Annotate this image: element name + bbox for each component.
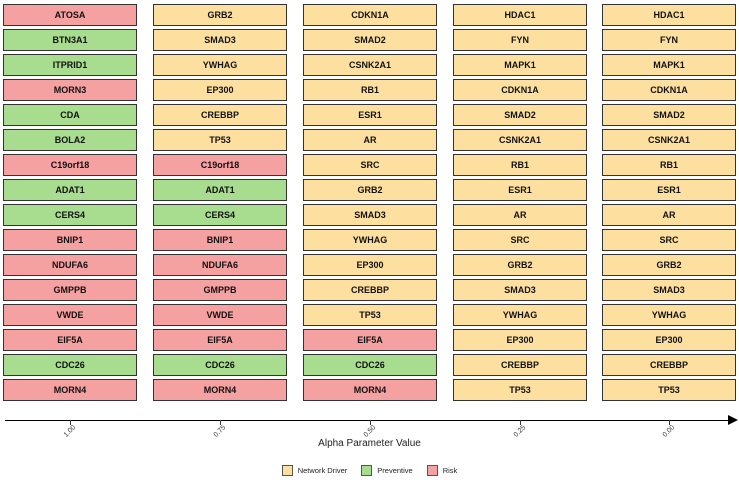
gene-box: EIF5A — [153, 329, 287, 351]
x-axis-tick — [220, 420, 221, 425]
x-axis-tick — [370, 420, 371, 425]
gene-box: ESR1 — [602, 179, 736, 201]
gene-box: GMPPB — [153, 279, 287, 301]
legend-item: Preventive — [361, 465, 413, 476]
gene-box: CDKN1A — [303, 4, 437, 26]
gene-box: SMAD2 — [602, 104, 736, 126]
gene-box: EP300 — [602, 329, 736, 351]
gene-box: ITPRID1 — [3, 54, 137, 76]
gene-box: CREBBP — [303, 279, 437, 301]
gene-box: C19orf18 — [153, 154, 287, 176]
gene-box: TP53 — [153, 129, 287, 151]
gene-box: ADAT1 — [3, 179, 137, 201]
gene-box: BOLA2 — [3, 129, 137, 151]
legend-item: Network Driver — [281, 465, 348, 476]
gene-box: GRB2 — [153, 4, 287, 26]
gene-box: GRB2 — [453, 254, 587, 276]
gene-box: EP300 — [303, 254, 437, 276]
legend-label: Risk — [442, 466, 458, 475]
legend-swatch — [361, 465, 373, 476]
gene-box: AR — [303, 129, 437, 151]
gene-box: FYN — [602, 29, 736, 51]
x-axis-tick — [520, 420, 521, 425]
gene-box: CSNK2A1 — [453, 129, 587, 151]
gene-box: SMAD2 — [453, 104, 587, 126]
gene-box: RB1 — [602, 154, 736, 176]
gene-box: NDUFA6 — [3, 254, 137, 276]
gene-box: HDAC1 — [453, 4, 587, 26]
gene-box: CREBBP — [602, 354, 736, 376]
x-axis-title: Alpha Parameter Value — [318, 438, 421, 449]
gene-box: SRC — [453, 229, 587, 251]
gene-box: EIF5A — [303, 329, 437, 351]
legend-swatch — [281, 465, 293, 476]
gene-box: GRB2 — [602, 254, 736, 276]
gene-box: BTN3A1 — [3, 29, 137, 51]
x-axis-line — [5, 420, 729, 421]
gene-box: C19orf18 — [3, 154, 137, 176]
x-axis-arrow-icon — [728, 415, 738, 425]
gene-box: GMPPB — [3, 279, 137, 301]
gene-box: GRB2 — [303, 179, 437, 201]
gene-box: CERS4 — [153, 204, 287, 226]
gene-box: MORN4 — [303, 379, 437, 401]
gene-box: RB1 — [453, 154, 587, 176]
gene-box: CDC26 — [3, 354, 137, 376]
gene-box: VWDE — [153, 304, 287, 326]
gene-box: BNIP1 — [3, 229, 137, 251]
gene-box: MAPK1 — [453, 54, 587, 76]
gene-box: EP300 — [453, 329, 587, 351]
gene-box: SMAD3 — [602, 279, 736, 301]
x-axis-tick — [669, 420, 670, 425]
gene-box: EP300 — [153, 79, 287, 101]
gene-box: ADAT1 — [153, 179, 287, 201]
gene-box: CDKN1A — [453, 79, 587, 101]
gene-box: CERS4 — [3, 204, 137, 226]
gene-box: YWHAG — [153, 54, 287, 76]
x-axis-tick — [70, 420, 71, 425]
gene-box: CSNK2A1 — [303, 54, 437, 76]
legend-item: Risk — [426, 465, 458, 476]
gene-box: TP53 — [602, 379, 736, 401]
legend: Network Driver Preventive Risk — [0, 465, 739, 476]
gene-box: SMAD3 — [303, 204, 437, 226]
gene-box: RB1 — [303, 79, 437, 101]
gene-box: YWHAG — [303, 229, 437, 251]
gene-box: YWHAG — [453, 304, 587, 326]
gene-box: TP53 — [303, 304, 437, 326]
gene-box: CREBBP — [153, 104, 287, 126]
gene-box: MORN3 — [3, 79, 137, 101]
gene-box: AR — [602, 204, 736, 226]
gene-box: CDKN1A — [602, 79, 736, 101]
gene-box: SMAD3 — [153, 29, 287, 51]
gene-box: SMAD3 — [453, 279, 587, 301]
gene-box: BNIP1 — [153, 229, 287, 251]
gene-box: CDC26 — [153, 354, 287, 376]
gene-box: TP53 — [453, 379, 587, 401]
gene-box: CREBBP — [453, 354, 587, 376]
gene-box: YWHAG — [602, 304, 736, 326]
gene-box: ESR1 — [453, 179, 587, 201]
gene-box: VWDE — [3, 304, 137, 326]
gene-box: ESR1 — [303, 104, 437, 126]
gene-box: ATOSA — [3, 4, 137, 26]
gene-box: EIF5A — [3, 329, 137, 351]
legend-label: Network Driver — [297, 466, 348, 475]
legend-label: Preventive — [377, 466, 413, 475]
gene-box: CDC26 — [303, 354, 437, 376]
gene-box: MORN4 — [3, 379, 137, 401]
gene-box: SMAD2 — [303, 29, 437, 51]
gene-box: CDA — [3, 104, 137, 126]
gene-box: AR — [453, 204, 587, 226]
gene-box: MORN4 — [153, 379, 287, 401]
gene-box: SRC — [602, 229, 736, 251]
gene-box: SRC — [303, 154, 437, 176]
gene-box: NDUFA6 — [153, 254, 287, 276]
gene-box: CSNK2A1 — [602, 129, 736, 151]
legend-swatch — [426, 465, 438, 476]
gene-box: MAPK1 — [602, 54, 736, 76]
gene-box: FYN — [453, 29, 587, 51]
gene-box: HDAC1 — [602, 4, 736, 26]
